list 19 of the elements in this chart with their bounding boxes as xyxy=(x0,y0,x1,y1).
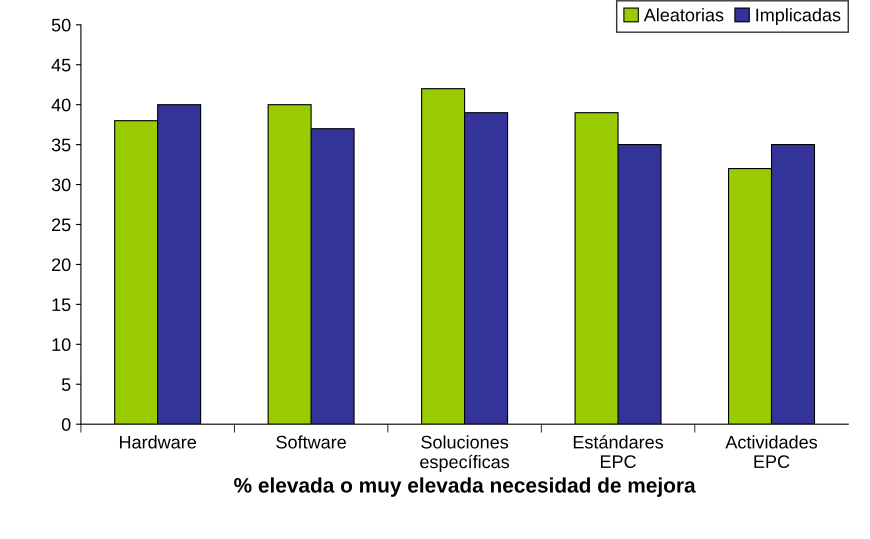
x-tick-label: Actividades EPC xyxy=(725,435,818,468)
x-tick-label: Estándares EPC xyxy=(574,435,664,468)
y-tick-label: 5 xyxy=(62,378,70,391)
legend-label: Aleatorias xyxy=(644,8,724,22)
y-tick-label: 50 xyxy=(52,18,70,32)
y-tick-label: 30 xyxy=(52,178,70,192)
legend-label: Implicadas xyxy=(756,8,840,25)
y-tick-label: 10 xyxy=(52,338,70,352)
x-tick-label: Soluciones específicas xyxy=(420,435,510,472)
x-axis-title: % elevada o muy elevada necesidad de mejora xyxy=(234,477,696,497)
y-tick-label: 45 xyxy=(52,58,70,72)
x-tick-label: Software xyxy=(276,435,346,449)
x-tick-label: Hardware xyxy=(120,435,196,449)
y-tick-label: 15 xyxy=(52,298,70,312)
y-tick-label: 20 xyxy=(52,258,70,272)
y-tick-label: 40 xyxy=(52,98,70,112)
y-tick-label: 25 xyxy=(52,218,70,232)
y-tick-label: 35 xyxy=(52,138,70,152)
y-tick-label: 0 xyxy=(62,418,70,431)
